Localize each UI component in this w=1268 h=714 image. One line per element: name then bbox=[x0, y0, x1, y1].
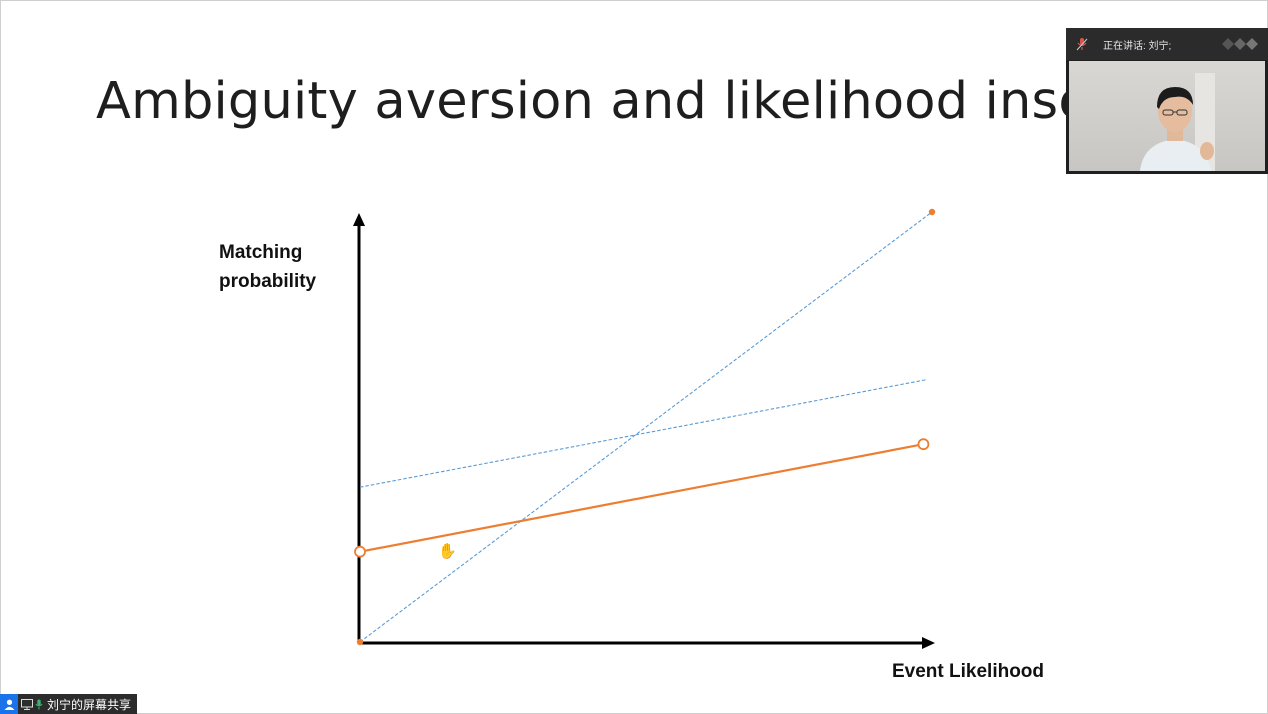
participant-video-image bbox=[1140, 73, 1215, 171]
slide-title: Ambiguity aversion and likelihood insens… bbox=[96, 72, 1184, 131]
mic-on-icon bbox=[35, 699, 43, 709]
y-axis-arrow bbox=[353, 213, 365, 226]
series-3-line bbox=[359, 443, 924, 553]
series-2-line bbox=[359, 379, 927, 488]
chart-series bbox=[354, 208, 936, 646]
screen-share-bar[interactable]: 刘宁的屏幕共享 bbox=[0, 694, 138, 714]
screen-share-label: 刘宁的屏幕共享 bbox=[47, 697, 132, 712]
x-axis-arrow bbox=[922, 637, 935, 649]
series-1-line bbox=[359, 211, 933, 643]
speaking-indicator: 正在讲话: 刘宁; bbox=[1103, 41, 1172, 52]
series-3-point-1 bbox=[354, 545, 366, 558]
chart-axes bbox=[353, 213, 935, 649]
svg-text:✋: ✋ bbox=[438, 542, 457, 560]
mic-icon bbox=[1076, 38, 1088, 51]
hand-cursor-icon: ✋ bbox=[438, 542, 457, 560]
screen-share-icon bbox=[21, 698, 33, 710]
y-axis-label: Matching probability bbox=[219, 242, 317, 292]
video-header: 正在讲话: 刘宁; bbox=[1066, 28, 1268, 60]
user-icon bbox=[0, 694, 18, 714]
series-1-point-2 bbox=[928, 208, 936, 216]
video-thumbnail[interactable]: 正在讲话: 刘宁; 刘宁 bbox=[1066, 28, 1268, 174]
x-axis-label: Event Likelihood bbox=[892, 661, 1045, 682]
series-1-point-1 bbox=[356, 638, 364, 646]
meeting-logo-icon bbox=[1222, 38, 1258, 50]
series-3-point-2 bbox=[917, 438, 930, 451]
camera-feed: 刘宁 bbox=[1069, 61, 1265, 171]
